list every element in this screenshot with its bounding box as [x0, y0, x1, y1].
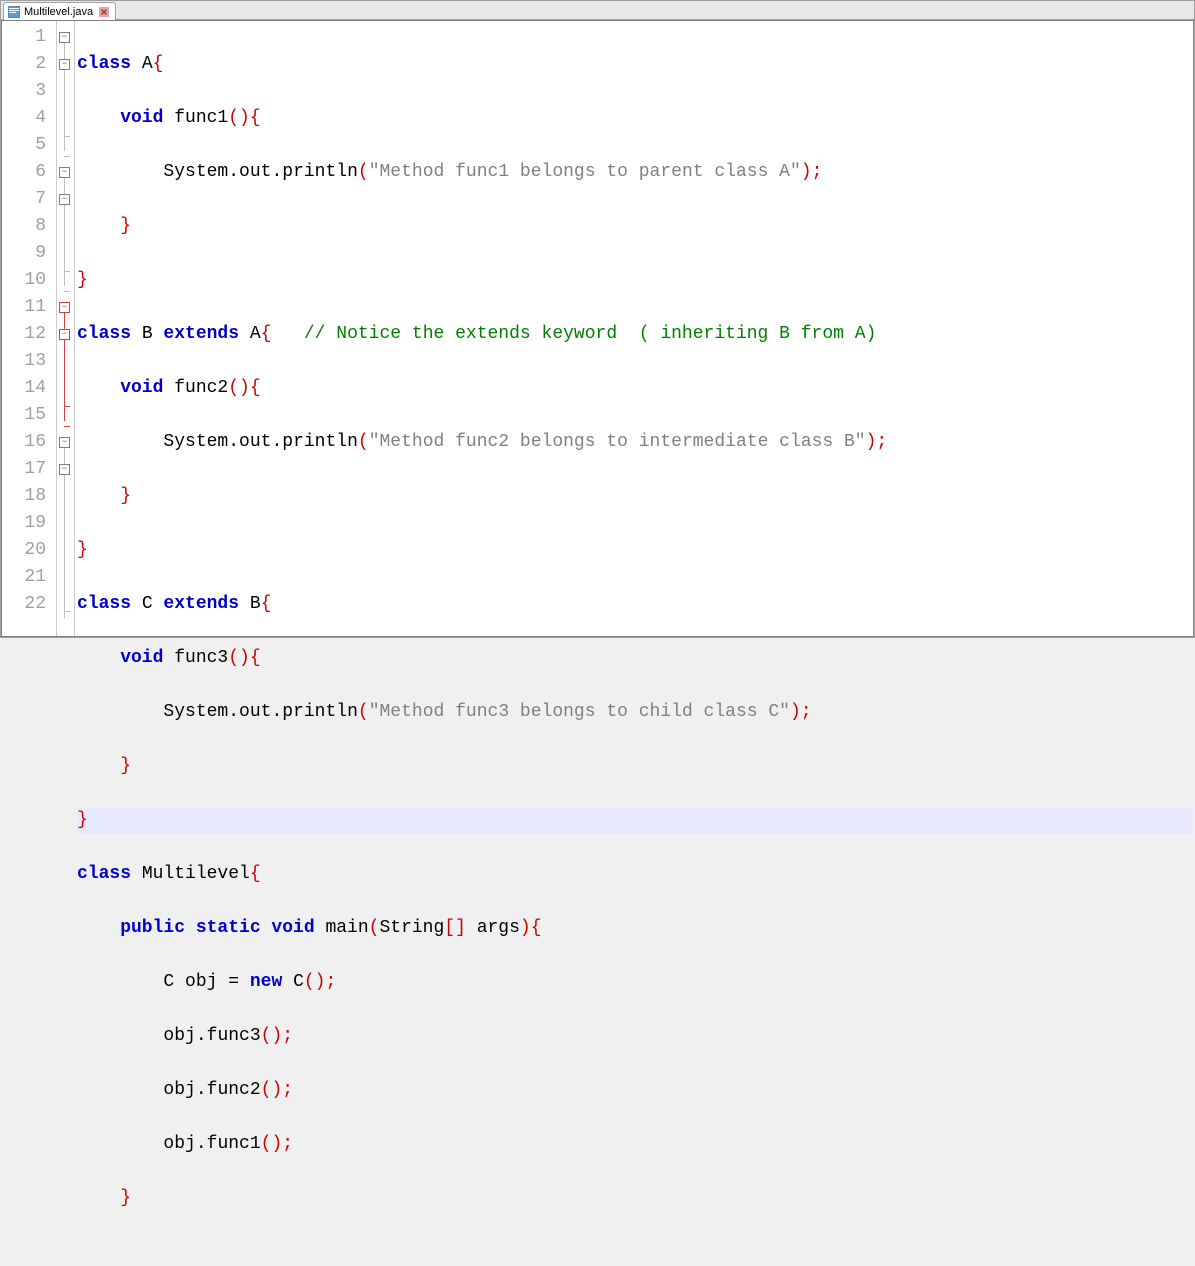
- line-number: 6: [2, 159, 46, 186]
- line-number: 17: [2, 456, 46, 483]
- line-number: 16: [2, 429, 46, 456]
- line-number: 15: [2, 402, 46, 429]
- line-number: 9: [2, 240, 46, 267]
- fold-gutter: − − − − − − − −: [57, 21, 75, 636]
- code-line: }: [77, 267, 1193, 294]
- fold-end: [64, 291, 70, 292]
- line-number: 5: [2, 132, 46, 159]
- fold-toggle-icon[interactable]: −: [59, 302, 70, 313]
- code-line: }: [77, 807, 1193, 834]
- code-line: }: [77, 213, 1193, 240]
- editor-area: 1 2 3 4 5 6 7 8 9 10 11 12 13 14 15 16 1…: [1, 20, 1194, 637]
- line-number: 18: [2, 483, 46, 510]
- line-number: 14: [2, 375, 46, 402]
- code-area[interactable]: class A{ void func1(){ System.out.printl…: [75, 21, 1193, 636]
- code-line: C obj = new C();: [77, 969, 1193, 996]
- line-number: 19: [2, 510, 46, 537]
- code-line: obj.func3();: [77, 1023, 1193, 1050]
- code-line: void func1(){: [77, 105, 1193, 132]
- editor-window: Multilevel.java 1 2 3 4 5 6 7 8 9 10 11 …: [0, 0, 1195, 638]
- code-line: class A{: [77, 51, 1193, 78]
- line-number: 12: [2, 321, 46, 348]
- code-line: }: [77, 1185, 1193, 1212]
- close-icon[interactable]: [99, 7, 109, 17]
- code-line: System.out.println("Method func2 belongs…: [77, 429, 1193, 456]
- code-line: System.out.println("Method func1 belongs…: [77, 159, 1193, 186]
- tab-bar: Multilevel.java: [1, 1, 1194, 20]
- fold-toggle-icon[interactable]: −: [59, 329, 70, 340]
- code-line: System.out.println("Method func3 belongs…: [77, 699, 1193, 726]
- fold-end: [64, 406, 70, 407]
- line-number: 1: [2, 24, 46, 51]
- code-line: obj.func2();: [77, 1077, 1193, 1104]
- code-line: }: [77, 753, 1193, 780]
- code-line: }: [77, 537, 1193, 564]
- line-number: 13: [2, 348, 46, 375]
- line-number: 7: [2, 186, 46, 213]
- fold-toggle-icon[interactable]: −: [59, 194, 70, 205]
- java-file-icon: [8, 6, 20, 18]
- line-number: 22: [2, 591, 46, 618]
- code-line: void func2(){: [77, 375, 1193, 402]
- fold-toggle-icon[interactable]: −: [59, 32, 70, 43]
- line-number: 2: [2, 51, 46, 78]
- line-number-gutter: 1 2 3 4 5 6 7 8 9 10 11 12 13 14 15 16 1…: [2, 21, 57, 636]
- line-number: 8: [2, 213, 46, 240]
- line-number: 3: [2, 78, 46, 105]
- code-line: class Multilevel{: [77, 861, 1193, 888]
- line-number: 11: [2, 294, 46, 321]
- code-line: }: [77, 483, 1193, 510]
- code-line: class B extends A{ // Notice the extends…: [77, 321, 1193, 348]
- line-number: 10: [2, 267, 46, 294]
- fold-toggle-icon[interactable]: −: [59, 167, 70, 178]
- code-line: class C extends B{: [77, 591, 1193, 618]
- line-number: 4: [2, 105, 46, 132]
- fold-end: [64, 136, 70, 137]
- tab-filename: Multilevel.java: [24, 6, 93, 18]
- file-tab[interactable]: Multilevel.java: [3, 2, 116, 20]
- fold-end: [64, 156, 70, 157]
- fold-end: [64, 271, 70, 272]
- fold-end: [64, 426, 70, 427]
- fold-end: [64, 611, 70, 612]
- fold-toggle-icon[interactable]: −: [59, 437, 70, 448]
- fold-toggle-icon[interactable]: −: [59, 464, 70, 475]
- code-line: public static void main(String[] args){: [77, 915, 1193, 942]
- code-line: obj.func1();: [77, 1131, 1193, 1158]
- line-number: 21: [2, 564, 46, 591]
- fold-toggle-icon[interactable]: −: [59, 59, 70, 70]
- code-line: void func3(){: [77, 645, 1193, 672]
- line-number: 20: [2, 537, 46, 564]
